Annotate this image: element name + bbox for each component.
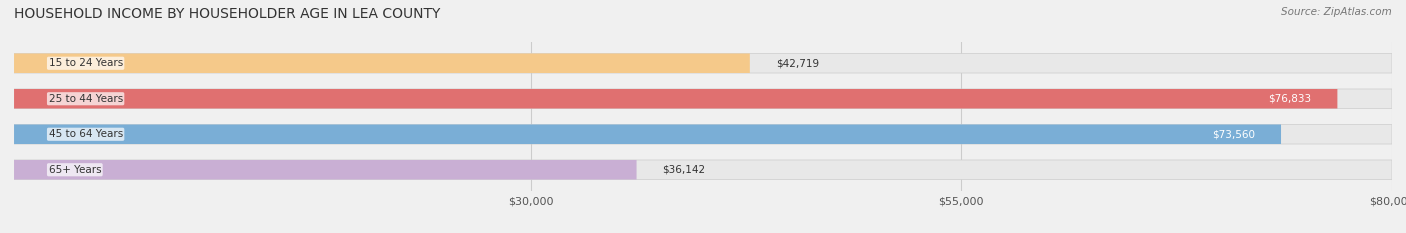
FancyBboxPatch shape: [14, 160, 637, 179]
Text: Source: ZipAtlas.com: Source: ZipAtlas.com: [1281, 7, 1392, 17]
Text: $73,560: $73,560: [1212, 129, 1256, 139]
FancyBboxPatch shape: [14, 89, 1392, 109]
FancyBboxPatch shape: [14, 124, 1281, 144]
FancyBboxPatch shape: [14, 54, 1392, 73]
FancyBboxPatch shape: [14, 89, 1337, 109]
Text: 15 to 24 Years: 15 to 24 Years: [48, 58, 122, 68]
FancyBboxPatch shape: [14, 54, 749, 73]
Text: $42,719: $42,719: [776, 58, 818, 68]
FancyBboxPatch shape: [14, 160, 1392, 179]
Text: $36,142: $36,142: [662, 165, 706, 175]
Text: $76,833: $76,833: [1268, 94, 1312, 104]
Text: 65+ Years: 65+ Years: [48, 165, 101, 175]
FancyBboxPatch shape: [14, 124, 1392, 144]
Text: 45 to 64 Years: 45 to 64 Years: [48, 129, 122, 139]
Text: HOUSEHOLD INCOME BY HOUSEHOLDER AGE IN LEA COUNTY: HOUSEHOLD INCOME BY HOUSEHOLDER AGE IN L…: [14, 7, 440, 21]
Text: 25 to 44 Years: 25 to 44 Years: [48, 94, 122, 104]
